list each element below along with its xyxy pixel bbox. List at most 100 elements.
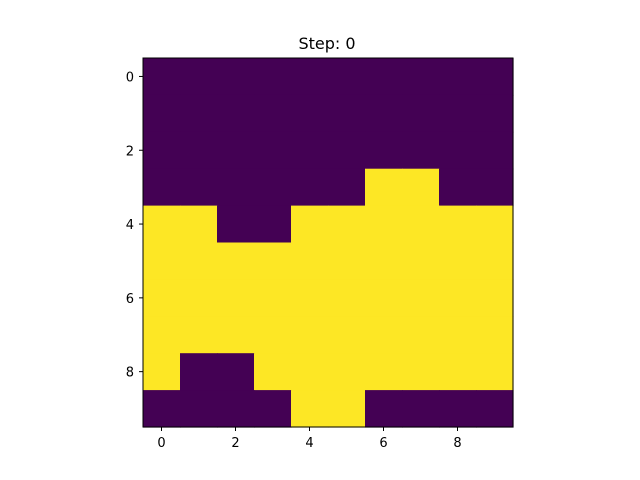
x-tick-label: 2 [231, 436, 239, 451]
heatmap-cell [328, 131, 366, 170]
heatmap-cell [254, 242, 292, 280]
y-axis: 0 2 4 6 8 [126, 70, 143, 381]
heatmap-cell [180, 168, 218, 207]
heatmap-cell [365, 168, 403, 207]
chart-title: Step: 0 [298, 34, 355, 53]
heatmap-cell [365, 353, 403, 391]
heatmap-cell [217, 58, 255, 96]
heatmap-cell [402, 390, 440, 428]
heatmap-cell [439, 58, 477, 96]
heatmap-cell [476, 94, 514, 133]
x-axis: 0 2 4 6 8 [157, 427, 462, 451]
heatmap-cell [291, 58, 329, 96]
y-tick-label: 0 [126, 70, 134, 85]
heatmap-cell [439, 205, 477, 244]
heatmap-cell [143, 390, 181, 428]
heatmap-cell [143, 168, 181, 207]
heatmap-cell [254, 58, 292, 96]
heatmap-cell [476, 390, 514, 428]
heatmap-cell [291, 168, 329, 207]
heatmap-cell [143, 94, 181, 133]
heatmap-cell [328, 94, 366, 133]
heatmap-cell [328, 353, 366, 391]
heatmap-cell [439, 168, 477, 207]
heatmap-cell [402, 279, 440, 317]
heatmap-cell [180, 58, 218, 96]
heatmap-cell [476, 242, 514, 280]
heatmap-cell [365, 316, 403, 354]
heatmap-cell [328, 58, 366, 96]
heatmap-cell [254, 131, 292, 170]
heatmap-cell [328, 168, 366, 207]
heatmap-cell [476, 131, 514, 170]
heatmap-cell [328, 316, 366, 354]
heatmap-cell [365, 205, 403, 244]
heatmap-cell [439, 316, 477, 354]
heatmap-cell [365, 131, 403, 170]
heatmap-cell [291, 205, 329, 244]
heatmap-cell [180, 131, 218, 170]
heatmap-cell [365, 279, 403, 317]
heatmap-cell [254, 353, 292, 391]
heatmap-cell [143, 131, 181, 170]
heatmap-cell [254, 168, 292, 207]
heatmap-cell [143, 205, 181, 244]
heatmap-cell [402, 168, 440, 207]
heatmap-cell [476, 168, 514, 207]
heatmap-cell [291, 316, 329, 354]
heatmap-cell [439, 94, 477, 133]
heatmap-cell [328, 390, 366, 428]
heatmap-cell [254, 316, 292, 354]
heatmap-cell [439, 390, 477, 428]
heatmap-cell [439, 279, 477, 317]
heatmap-cell [291, 94, 329, 133]
heatmap-cell [291, 131, 329, 170]
x-tick-label: 8 [453, 436, 461, 451]
heatmap-cell [439, 353, 477, 391]
heatmap-cell [328, 242, 366, 280]
heatmap-cell [476, 58, 514, 96]
y-tick-label: 8 [126, 366, 134, 381]
heatmap-cell [143, 316, 181, 354]
heatmap-cell [402, 58, 440, 96]
heatmap-cell [328, 205, 366, 244]
axes-frame [142, 57, 514, 428]
heatmap-cell [217, 205, 255, 244]
heatmap-cell [254, 205, 292, 244]
heatmap-cell [476, 316, 514, 354]
heatmap-cell [439, 242, 477, 280]
heatmap-cell [180, 353, 218, 391]
heatmap-cell [402, 242, 440, 280]
y-tick-label: 4 [126, 218, 134, 233]
x-tick-label: 4 [305, 436, 313, 451]
heatmap-cell [143, 242, 181, 280]
y-tick-label: 2 [126, 144, 134, 159]
x-tick-label: 6 [379, 436, 387, 451]
heatmap-cell [217, 242, 255, 280]
heatmap-cell [180, 279, 218, 317]
heatmap-cell [143, 279, 181, 317]
heatmap-cell [402, 353, 440, 391]
y-tick-label: 6 [126, 292, 134, 307]
heatmap-cell [254, 279, 292, 317]
heatmap-cell [476, 353, 514, 391]
heatmap-cell [291, 279, 329, 317]
heatmap-cell [143, 58, 181, 96]
heatmap-cell [402, 131, 440, 170]
heatmap-cell [217, 390, 255, 428]
heatmap-cell [180, 390, 218, 428]
heatmap-cell [217, 131, 255, 170]
heatmap-cell [476, 205, 514, 244]
heatmap-cell [217, 279, 255, 317]
heatmap-cell [291, 390, 329, 428]
heatmap-cell [328, 279, 366, 317]
heatmap-cell [180, 242, 218, 280]
heatmap-cell [439, 131, 477, 170]
heatmap-cell [476, 279, 514, 317]
heatmap-cell [365, 94, 403, 133]
heatmap-cell [217, 353, 255, 391]
heatmap-cell [365, 58, 403, 96]
heatmap-cell [402, 316, 440, 354]
heatmap-cell [143, 353, 181, 391]
